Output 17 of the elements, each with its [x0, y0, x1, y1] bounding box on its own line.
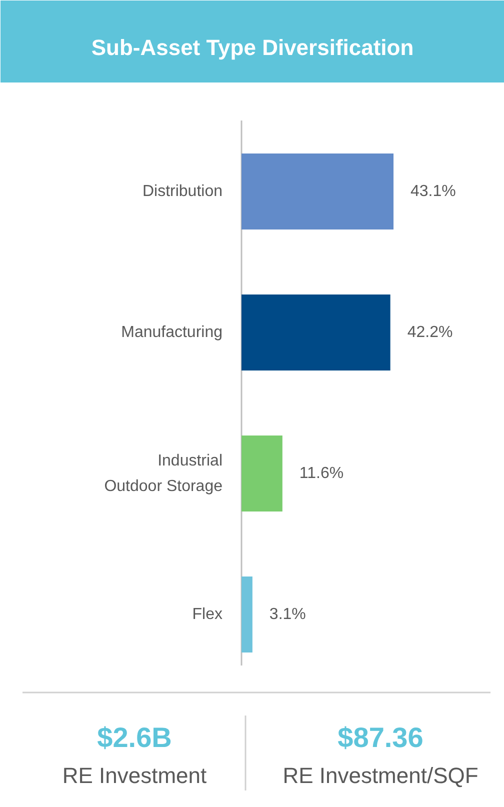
data-label: 43.1% — [410, 183, 456, 200]
text: RE Investment — [62, 763, 207, 788]
y-tick-label: Manufacturing — [121, 324, 222, 341]
data-label: 3.1% — [269, 606, 306, 623]
text: $87.36 — [338, 722, 424, 753]
bar — [242, 576, 252, 652]
bar — [242, 294, 390, 370]
y-tick-label: Distribution — [142, 183, 222, 200]
data-label: 42.2% — [407, 324, 453, 341]
text: $2.6B — [97, 722, 172, 753]
text: RE Investment/SQF — [282, 763, 478, 788]
y-tick-label: Industrial Outdoor Storage — [104, 452, 223, 495]
bar — [242, 436, 282, 512]
y-tick-label: Flex — [192, 606, 223, 623]
chart-title: Sub-Asset Type Diversification — [91, 35, 414, 60]
bar — [242, 154, 394, 230]
data-label: 11.6% — [299, 465, 344, 482]
